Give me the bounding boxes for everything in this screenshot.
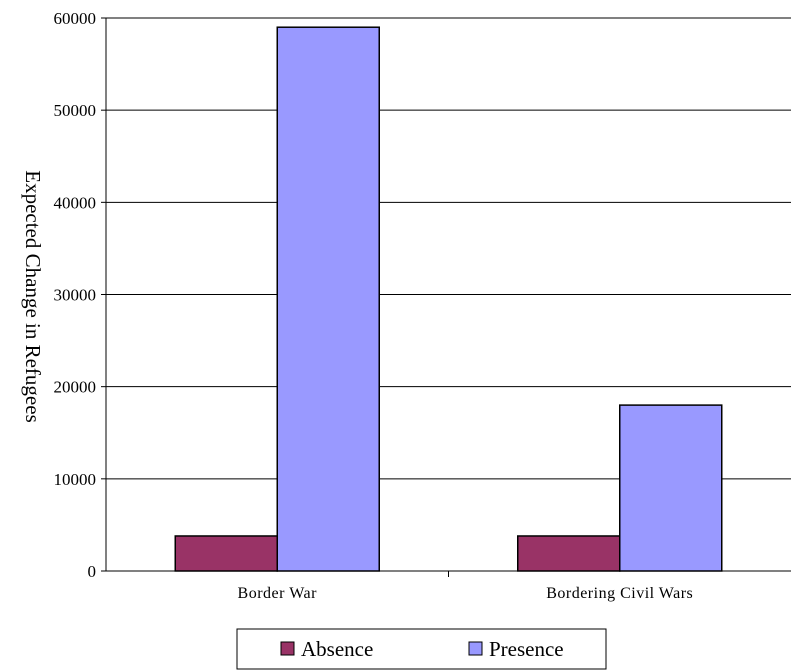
y-tick-label: 60000: [54, 9, 97, 28]
y-tick-label: 30000: [54, 286, 97, 305]
legend-box: [236, 628, 607, 670]
legend-label-absence: Absence: [301, 637, 373, 661]
bar-presence-1: [276, 26, 380, 572]
bars: [174, 26, 723, 572]
bar-absence-2: [517, 535, 621, 572]
x-tick-label: Bordering Civil Wars: [546, 585, 693, 602]
y-tick-label: 50000: [54, 101, 97, 120]
y-tick-labels: 0 10000 20000 30000 40000 50000 60000: [54, 9, 97, 581]
legend-swatch-presence: [468, 641, 483, 656]
legend: Absence Presence: [236, 628, 607, 670]
y-tick-label: 10000: [54, 470, 97, 489]
y-axis-title: Expected Change in Refugees: [21, 170, 45, 423]
x-tick-labels: Border War Bordering Civil Wars: [238, 571, 693, 602]
y-tick-label: 40000: [54, 193, 97, 212]
bar-absence-1: [174, 535, 278, 572]
legend-label-presence: Presence: [489, 637, 564, 661]
gridlines: [101, 17, 791, 572]
y-tick-label: 0: [88, 562, 97, 581]
y-tick-label: 20000: [54, 378, 97, 397]
bar-presence-2: [619, 404, 723, 572]
x-tick-label: Border War: [238, 585, 318, 602]
legend-swatch-absence: [280, 641, 295, 656]
